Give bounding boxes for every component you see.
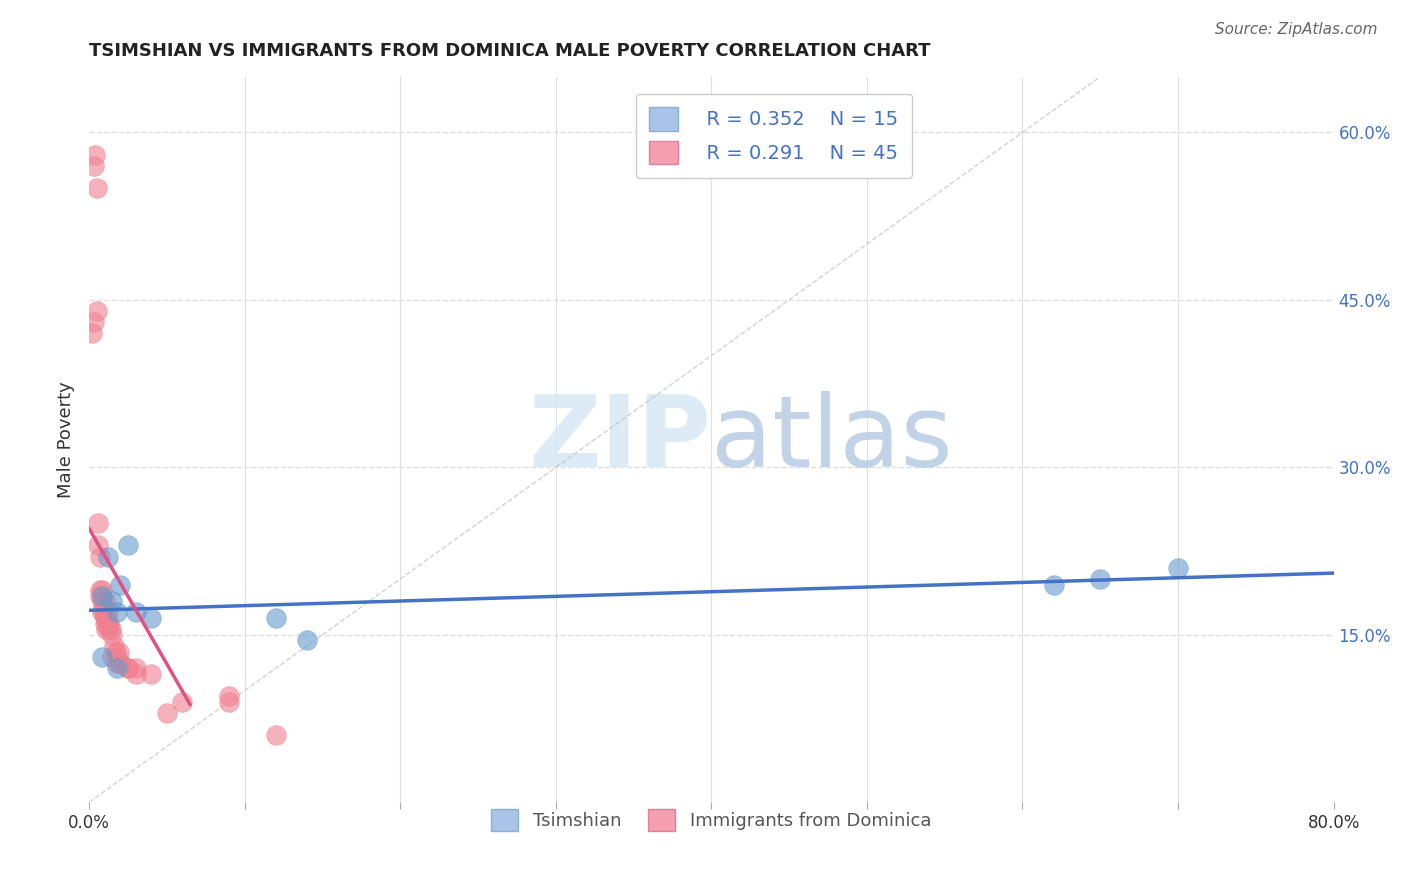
Point (1090, 572, 1112, 586)
Point (264, 611, 287, 625)
Y-axis label: Male Poverty: Male Poverty (58, 381, 75, 498)
Point (98, 622, 121, 636)
Point (90, 606, 112, 620)
Point (89, 589, 111, 603)
Point (90, 650, 112, 665)
Point (108, 656, 131, 670)
Point (91, 606, 114, 620)
Point (90, 594, 112, 608)
Point (141, 666, 163, 681)
Point (107, 644, 129, 658)
Point (90, 583, 112, 598)
Point (89, 583, 111, 598)
Point (101, 628, 124, 642)
Point (96, 611, 118, 625)
Legend: Tsimshian, Immigrants from Dominica: Tsimshian, Immigrants from Dominica (478, 797, 943, 844)
Point (117, 539, 139, 553)
Point (264, 728, 287, 742)
Point (172, 695, 194, 709)
Point (103, 639, 125, 653)
Point (93, 616, 115, 631)
Point (1167, 561, 1189, 575)
Point (93, 611, 115, 625)
Point (117, 661, 139, 675)
Point (156, 706, 179, 720)
Point (218, 690, 240, 704)
Point (295, 633, 318, 648)
Point (97, 549, 120, 564)
Point (97, 616, 120, 631)
Point (125, 661, 148, 675)
Point (105, 606, 128, 620)
Point (125, 606, 148, 620)
Point (105, 650, 128, 665)
Point (86, 181, 108, 195)
Point (108, 577, 131, 591)
Point (96, 622, 118, 636)
Point (86, 304, 108, 318)
Point (87, 539, 110, 553)
Point (90, 589, 112, 603)
Point (93, 594, 115, 608)
Text: ZIP: ZIP (529, 391, 711, 488)
Point (218, 695, 240, 709)
Point (141, 611, 163, 625)
Point (83, 315, 105, 329)
Text: atlas: atlas (711, 391, 953, 488)
Point (1042, 577, 1064, 591)
Point (101, 594, 124, 608)
Point (98, 616, 121, 631)
Point (97, 606, 120, 620)
Point (117, 661, 139, 675)
Point (87, 516, 110, 531)
Text: Source: ZipAtlas.com: Source: ZipAtlas.com (1215, 22, 1378, 37)
Point (89, 549, 111, 564)
Point (83, 159, 105, 173)
Point (104, 644, 127, 658)
Point (82, 326, 104, 341)
Point (84, 147, 107, 161)
Point (101, 650, 124, 665)
Point (108, 656, 131, 670)
Point (91, 599, 114, 614)
Point (100, 622, 122, 636)
Point (125, 666, 148, 681)
Point (105, 661, 128, 675)
Text: TSIMSHIAN VS IMMIGRANTS FROM DOMINICA MALE POVERTY CORRELATION CHART: TSIMSHIAN VS IMMIGRANTS FROM DOMINICA MA… (89, 42, 931, 60)
Point (105, 656, 128, 670)
